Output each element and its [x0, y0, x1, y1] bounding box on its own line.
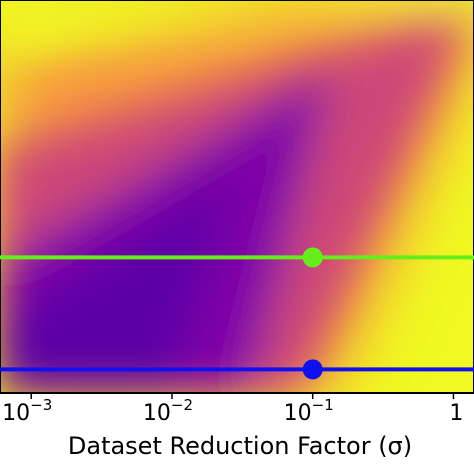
x-tick-label-3: 10−1: [284, 396, 334, 426]
x-axis-ticks: 10−3 10−2 10−1 1: [2, 393, 463, 426]
overlay-marker-2: [302, 359, 323, 380]
plot-frame: [0, 0, 474, 394]
overlay-lines: [0, 247, 474, 380]
overlay-marker-1: [302, 247, 323, 268]
x-tick-label-1: 10−3: [2, 396, 52, 426]
heatmap-deep-region: [0, 180, 230, 393]
x-axis-label: Dataset Reduction Factor (σ): [68, 432, 412, 460]
x-tick-label-4: 1: [449, 401, 463, 426]
heatmap-area: [0, 0, 474, 393]
x-tick-label-2: 10−2: [143, 396, 193, 426]
heatmap-top-band: [0, 0, 474, 60]
